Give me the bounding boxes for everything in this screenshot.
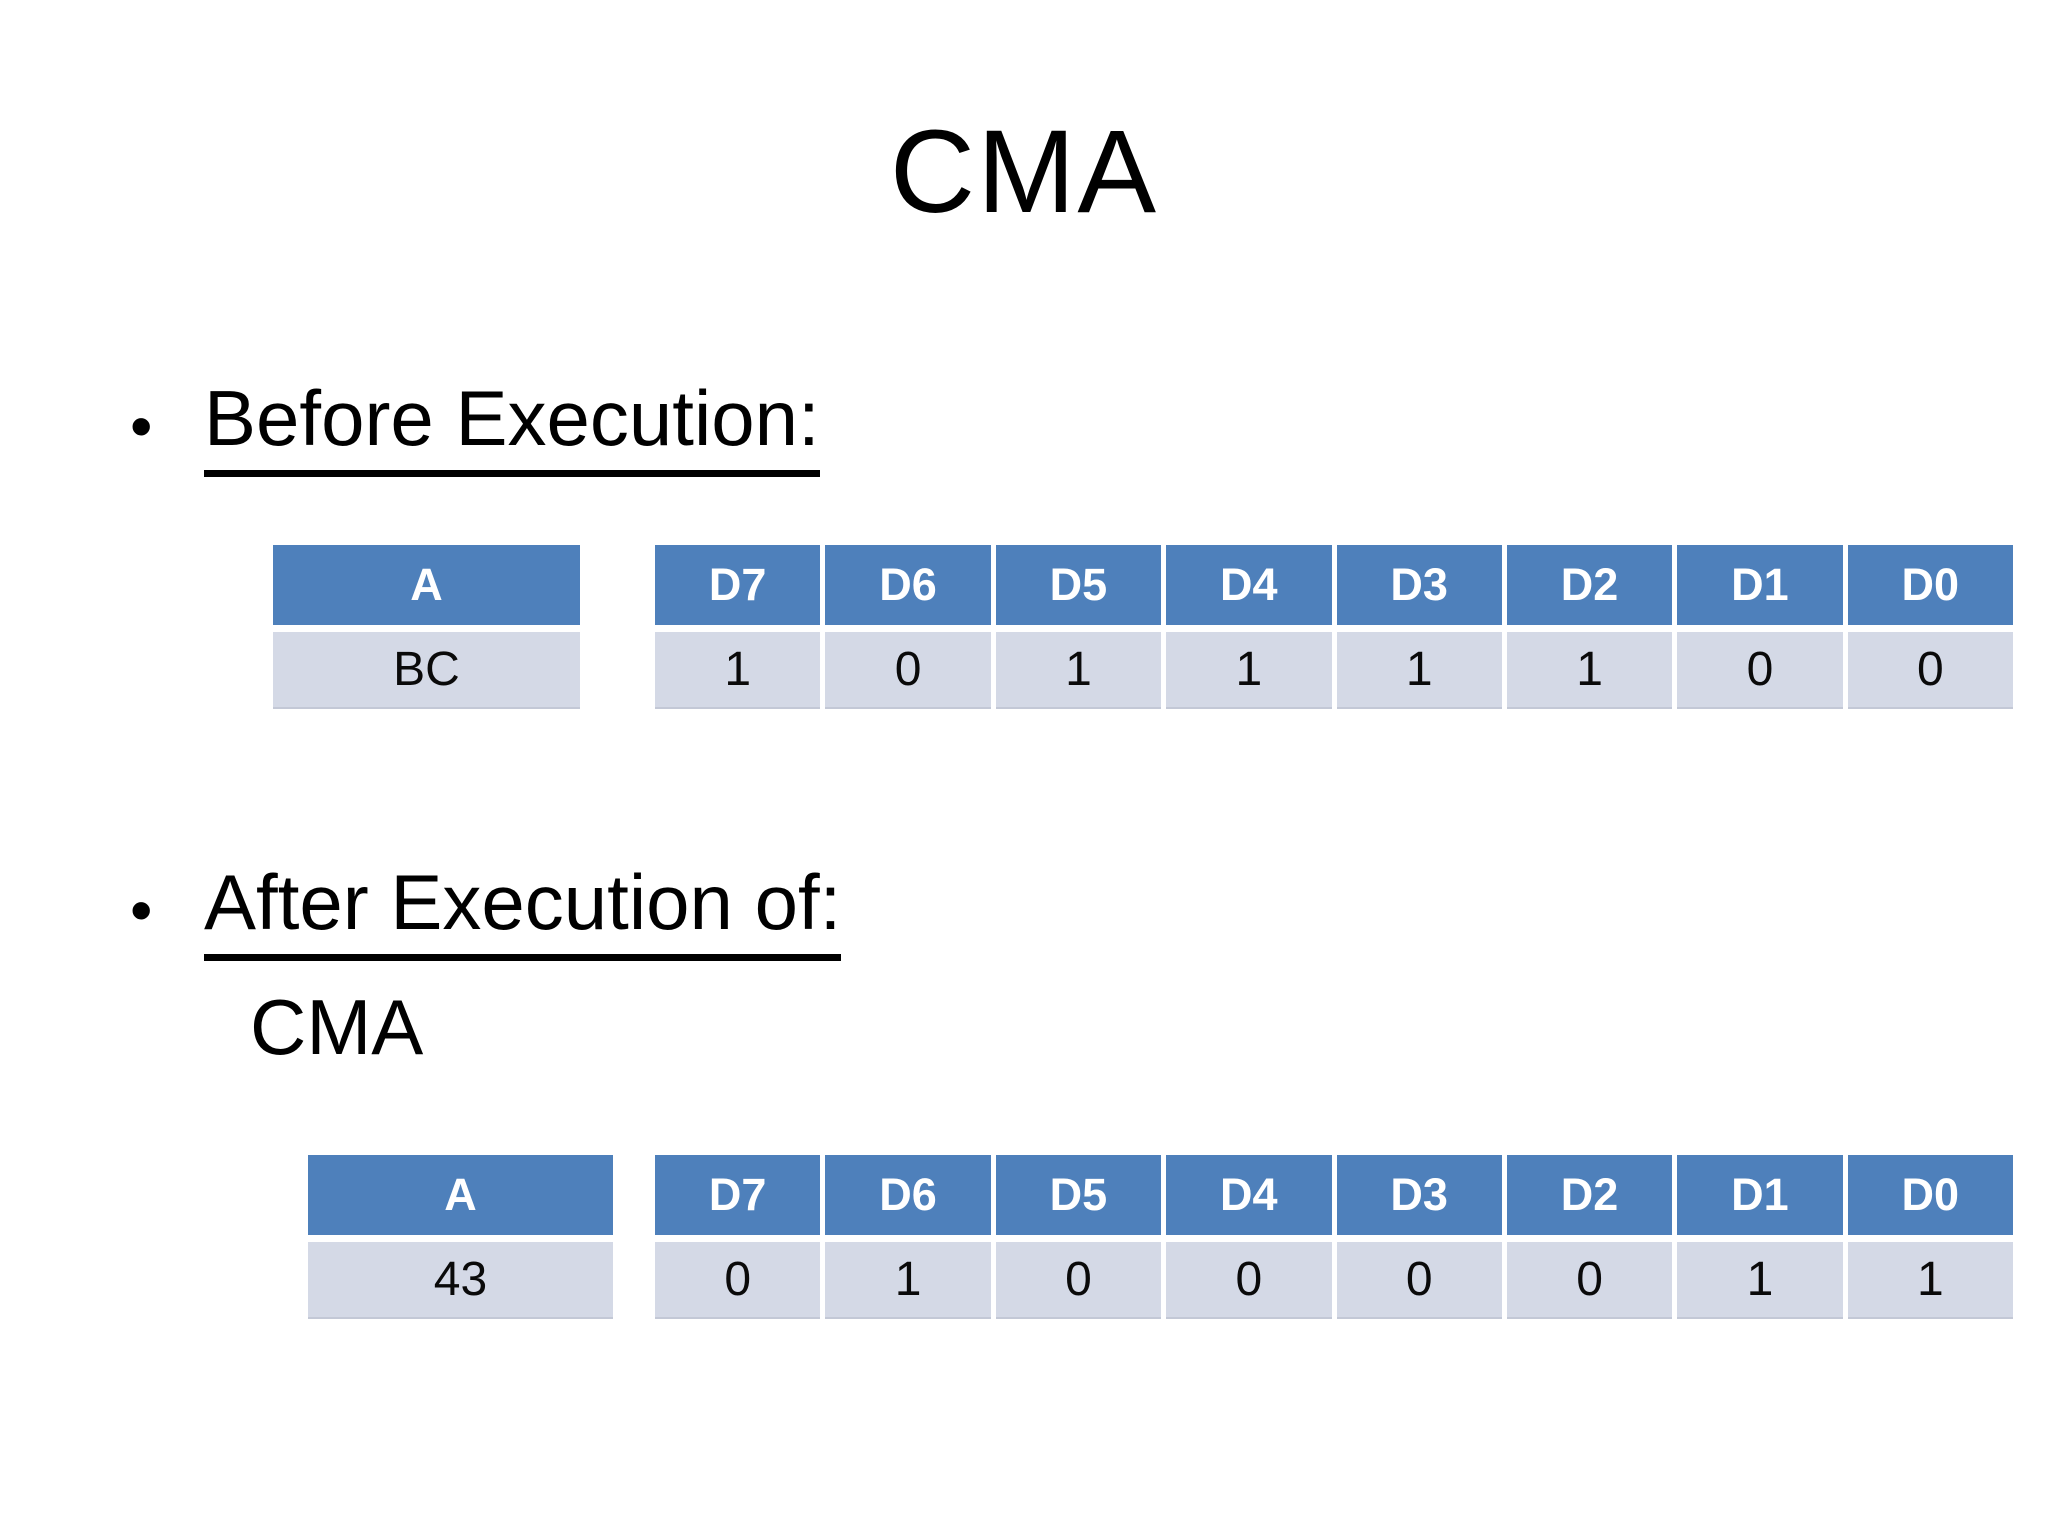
bit-value-cell: 0 [1336,1242,1502,1319]
bullet-icon: • [130,874,153,946]
bit-header-cell: D6 [825,545,991,625]
bit-value-cell: 1 [825,1242,991,1319]
after-bits-table: D7 D6 D5 D4 D3 D2 D1 D0 0 1 0 0 0 0 1 1 [655,1155,2013,1319]
bit-header-cell: D5 [995,545,1162,625]
bit-header-cell: D4 [1166,545,1332,625]
bit-value-cell: 1 [1847,1242,2013,1319]
bit-value-cell: 1 [1336,632,1502,709]
bullet-icon: • [130,390,153,462]
bit-header-cell: D6 [825,1155,991,1235]
before-register-header-cell: A [273,545,580,625]
after-register-table: A 43 [308,1155,613,1319]
bit-value-cell: 1 [1506,632,1673,709]
bit-header-cell: D1 [1677,1155,1843,1235]
before-bits-table: D7 D6 D5 D4 D3 D2 D1 D0 1 0 1 1 1 1 0 0 [655,545,2013,709]
bit-header-cell: D4 [1166,1155,1332,1235]
bit-value-cell: 1 [655,632,821,709]
slide-title: CMA [889,106,1159,238]
bit-header-cell: D1 [1677,545,1843,625]
bit-value-cell: 0 [1166,1242,1332,1319]
bit-header-cell: D5 [995,1155,1162,1235]
bit-value-cell: 1 [1677,1242,1843,1319]
bit-value-cell: 0 [1506,1242,1673,1319]
after-execution-bullet: • After Execution of: [130,861,842,961]
before-execution-bullet: • Before Execution: [130,377,820,477]
bit-value-cell: 1 [995,632,1162,709]
before-register-value-cell: BC [273,632,580,709]
bit-value-cell: 0 [995,1242,1162,1319]
bit-header-cell: D2 [1506,1155,1673,1235]
after-register-value-cell: 43 [308,1242,613,1319]
bit-value-cell: 0 [1847,632,2013,709]
bit-value-cell: 1 [1166,632,1332,709]
bit-header-cell: D2 [1506,545,1673,625]
after-register-header-cell: A [308,1155,613,1235]
bit-value-cell: 0 [1677,632,1843,709]
bit-header-cell: D7 [655,545,821,625]
bit-header-cell: D0 [1847,545,2013,625]
bit-value-cell: 0 [655,1242,821,1319]
after-execution-heading: After Execution of: [204,861,842,961]
bit-header-cell: D0 [1847,1155,2013,1235]
bit-header-cell: D7 [655,1155,821,1235]
before-register-table: A BC [273,545,580,709]
bit-header-cell: D3 [1336,545,1502,625]
cma-instruction-text: CMA [250,983,424,1071]
before-execution-heading: Before Execution: [204,377,820,477]
bit-value-cell: 0 [825,632,991,709]
bit-header-cell: D3 [1336,1155,1502,1235]
